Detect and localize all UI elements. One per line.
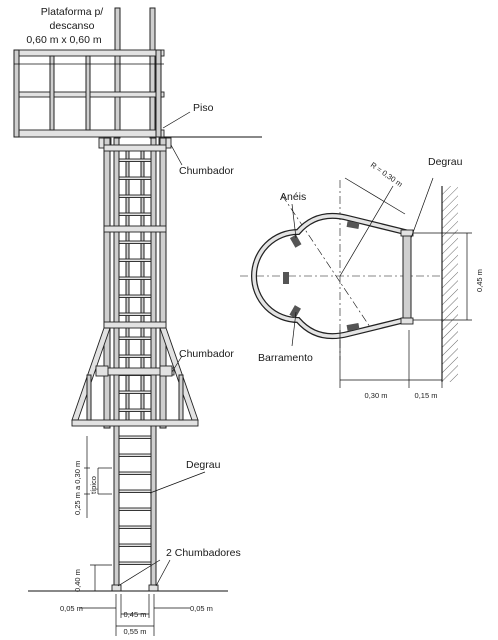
radius-dimension: R = 0,30 m — [369, 160, 404, 189]
typical-note: típico — [89, 476, 98, 494]
plan-step-label: Degrau — [428, 156, 463, 168]
wall-offset-dimension: 0,15 m — [415, 391, 438, 400]
plan-depth-dimension: 0,30 m — [365, 391, 388, 400]
anchor-label-top: Chumbador — [179, 165, 234, 177]
step-label-side: Degrau — [186, 459, 221, 471]
cage-rail-right — [159, 137, 167, 429]
rings-label: Anéis — [280, 191, 306, 203]
lower-steps — [118, 435, 152, 565]
anchors-label-bottom: 2 Chumbadores — [166, 547, 241, 559]
platform-label-line2: descanso — [50, 20, 95, 32]
upper-left-rail — [114, 7, 121, 139]
ladder-elevation — [13, 7, 262, 636]
right-offset-dimension: 0,05 m — [190, 604, 213, 613]
cage-plan-view — [240, 177, 498, 388]
upper-right-rail — [149, 7, 156, 139]
inner-width-dimension: 0,45 m — [124, 610, 147, 619]
cage-steps — [118, 158, 152, 412]
ladder-rail-right — [150, 137, 157, 591]
left-offset-dimension: 0,05 m — [60, 604, 83, 613]
support-frame — [71, 327, 199, 427]
outer-width-dimension: 0,55 m — [124, 627, 147, 636]
anchor-label-middle: Chumbador — [179, 348, 234, 360]
floor-label: Piso — [193, 102, 214, 114]
bottom-anchor-left — [111, 584, 122, 592]
plan-width-dimension: 0,45 m — [475, 269, 484, 292]
bars-label: Barramento — [258, 352, 313, 364]
platform-label-line3: 0,60 m x 0,60 m — [26, 34, 102, 46]
bottom-height-dimension: 0,40 m — [73, 569, 82, 592]
cage-hoop-2 — [103, 225, 167, 233]
cage-hoop-1 — [103, 144, 167, 152]
rest-platform — [13, 49, 165, 138]
platform-label-line1: Plataforma p/ — [41, 6, 104, 18]
cage-rail-left — [103, 137, 111, 429]
bottom-anchor-right — [148, 584, 159, 592]
ladder-rail-left — [113, 137, 120, 591]
cage-hoop-3 — [103, 321, 167, 329]
plan-ladder-step — [402, 231, 412, 323]
step-spacing-dimension: 0,25 m a 0,30 m — [73, 461, 82, 515]
